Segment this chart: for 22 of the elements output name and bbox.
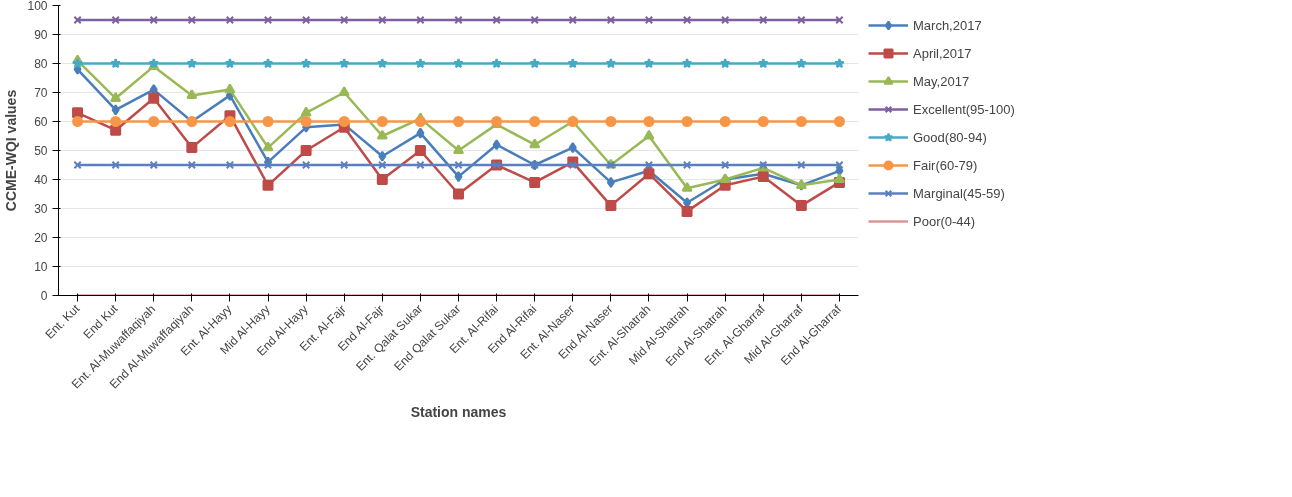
y-tick-label: 50 — [34, 144, 48, 158]
y-axis-title: CCME-WQI values — [3, 89, 20, 212]
y-tick-label: 0 — [40, 289, 48, 303]
y-tick-label: 90 — [34, 28, 48, 42]
y-tick-label: 30 — [34, 202, 48, 216]
legend-label: Poor(0-44) — [913, 213, 976, 229]
legend-label: April,2017 — [913, 45, 972, 61]
y-tick-label: 80 — [34, 57, 48, 71]
legend-label: March,2017 — [913, 17, 982, 33]
y-tick-label: 40 — [34, 173, 48, 187]
x-tick-label: Ent. Kut — [42, 301, 83, 342]
legend-label: Good(80-94) — [913, 129, 987, 145]
legend-label: Marginal(45-59) — [913, 185, 1005, 201]
y-tick-label: 70 — [34, 86, 48, 100]
y-tick-label: 100 — [27, 0, 48, 13]
y-tick-label: 20 — [34, 231, 48, 245]
legend-label: Fair(60-79) — [913, 157, 978, 173]
x-axis-title: Station names — [410, 404, 507, 421]
y-tick-label: 60 — [34, 115, 48, 129]
legend-label: Excellent(95-100) — [913, 101, 1015, 117]
y-tick-label: 10 — [34, 260, 48, 274]
legend-label: May,2017 — [913, 73, 970, 89]
